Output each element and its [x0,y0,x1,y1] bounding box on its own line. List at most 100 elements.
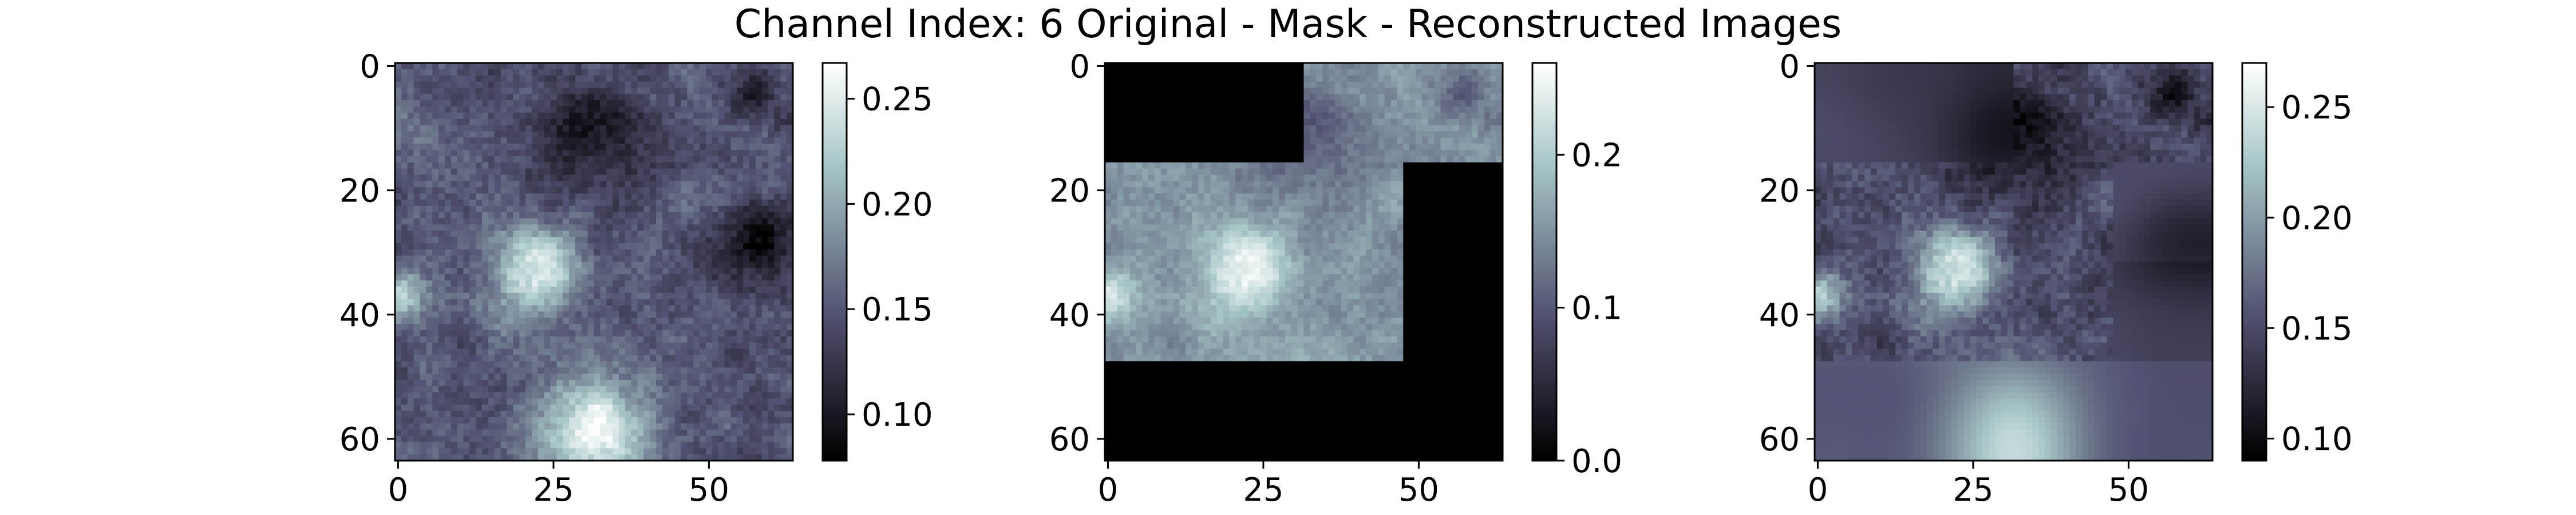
heatmap-cell [594,100,600,107]
heatmap-cell [395,311,402,318]
heatmap-cell [761,218,769,225]
heatmap-cell [600,187,607,194]
heatmap-cell [575,144,582,150]
heatmap-cell [575,324,582,331]
heatmap-cell [587,379,595,387]
heatmap-cell [476,237,483,244]
heatmap-cell [413,125,421,132]
heatmap-cell [755,118,762,126]
heatmap-cell [581,348,588,355]
heatmap-cell [1334,69,1342,76]
heatmap-cell [1198,112,1205,120]
heatmap-cell [395,112,402,120]
heatmap-cell [774,162,781,169]
heatmap-cell [451,405,458,411]
heatmap-cell [426,318,433,324]
heatmap-cell [401,144,408,150]
heatmap-cell [1260,81,1267,89]
heatmap-cell [457,249,464,256]
heatmap-cell [662,386,669,393]
heatmap-cell [668,75,675,82]
heatmap-cell [587,361,595,368]
heatmap-cell [420,299,426,306]
heatmap-cell [507,106,513,113]
heatmap-cell [737,212,744,219]
heatmap-cell [413,442,421,449]
heatmap-cell [606,324,613,331]
heatmap-cell [1421,112,1429,120]
heatmap-cell [749,286,756,294]
heatmap-cell [494,255,501,263]
heatmap-cell [693,112,700,120]
heatmap-cell [780,224,787,231]
heatmap-cell [581,318,588,324]
heatmap-cell [1198,106,1205,113]
heatmap-cell [1360,94,1366,101]
heatmap-cell [488,262,495,268]
heatmap-cell [1384,106,1392,113]
heatmap-cell [700,94,706,101]
heatmap-cell [401,181,408,188]
heatmap-cell [1322,81,1329,89]
heatmap-cell [681,361,688,368]
heatmap-cell [569,379,576,387]
heatmap-cell [507,237,513,244]
heatmap-cell [668,299,675,306]
x-tick-label: 0 [388,472,409,509]
colorbar-segment [823,192,847,196]
heatmap-cell [700,336,706,343]
heatmap-cell [625,435,632,443]
heatmap-cell [413,311,421,318]
heatmap-cell [637,175,644,181]
heatmap-cell [526,274,532,281]
heatmap-cell [700,125,706,132]
heatmap-cell [737,255,744,263]
heatmap-cell [538,205,545,213]
heatmap-cell [787,448,793,455]
heatmap-cell [413,106,421,113]
heatmap-cell [606,118,613,126]
heatmap-cell [631,243,638,250]
heatmap-cell [587,205,595,213]
heatmap-cell [755,324,762,331]
heatmap-cell [625,355,632,362]
heatmap-cell [768,355,775,362]
heatmap-cell [594,373,600,381]
heatmap-cell [556,268,563,275]
heatmap-cell [755,181,762,188]
heatmap-cell [550,305,557,312]
heatmap-cell [538,168,545,176]
heatmap-cell [1409,75,1416,82]
heatmap-cell [587,386,595,393]
heatmap-cell [743,249,750,256]
heatmap-cell [401,205,408,213]
heatmap-cell [395,448,402,455]
heatmap-cell [643,336,650,343]
heatmap-cell [513,305,520,312]
heatmap-cell [457,299,464,306]
heatmap-cell [488,355,495,362]
heatmap-cell [451,255,458,263]
heatmap-cell [563,156,570,163]
heatmap-cell [650,280,657,287]
heatmap-cell [712,342,719,350]
heatmap-cell [1111,88,1118,94]
heatmap-cell [681,448,688,455]
heatmap-cell [507,448,513,455]
heatmap-cell [488,392,495,399]
heatmap-cell [730,305,737,312]
heatmap-cell [681,118,688,126]
heatmap-cell [705,324,713,331]
heatmap-cell [426,249,433,256]
heatmap-cell [426,69,433,76]
heatmap-cell [755,386,762,393]
heatmap-cell [407,411,414,418]
heatmap-cell [787,218,793,225]
heatmap-cell [550,112,557,120]
heatmap-cell [519,448,526,455]
heatmap-cell [594,131,600,138]
colorbar-segment [823,271,847,276]
heatmap-cell [755,100,762,107]
heatmap-cell [637,168,644,176]
heatmap-cell [507,348,513,355]
